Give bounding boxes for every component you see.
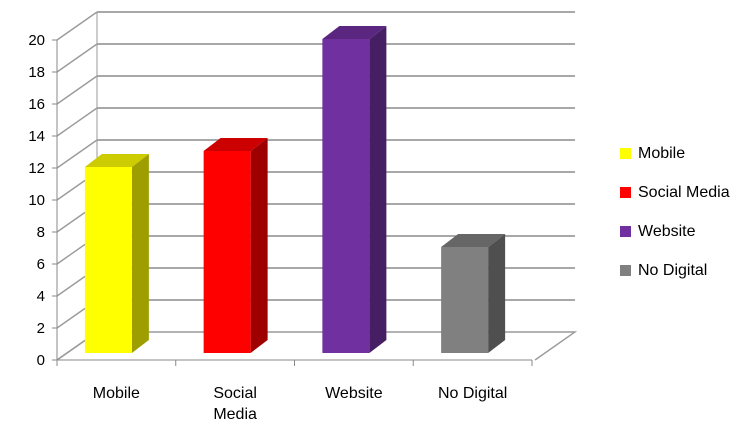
bar-front — [84, 167, 132, 353]
bar-top — [203, 138, 268, 151]
gridline-depth — [56, 75, 98, 105]
y-tick-label: 8 — [37, 224, 45, 241]
bar — [441, 234, 506, 353]
gridline-depth — [56, 139, 98, 169]
y-tick-label: 10 — [28, 192, 45, 209]
legend-item: No Digital — [620, 261, 730, 280]
bar-front — [441, 247, 489, 353]
bar-side — [369, 26, 387, 353]
y-tick-label: 2 — [37, 320, 45, 337]
gridline-depth — [56, 107, 98, 137]
bar — [84, 154, 149, 353]
legend: Mobile Social Media Website No Digital — [620, 144, 730, 300]
legend-item: Social Media — [620, 183, 730, 202]
y-tick-label: 14 — [28, 128, 45, 145]
x-tick-label: Mobile — [93, 385, 140, 402]
legend-swatch — [620, 226, 631, 237]
bar — [322, 26, 387, 353]
legend-label-website: Website — [638, 222, 696, 240]
y-tick-label: 20 — [28, 32, 45, 49]
y-tick-label: 6 — [37, 256, 45, 273]
legend-swatch — [620, 148, 631, 159]
axis-labels: 0 2 4 6 8 10 12 14 16 18 20 Mobile Social Media Websit… — [28, 32, 507, 423]
bar-side — [250, 138, 268, 353]
bar-top — [84, 154, 149, 167]
x-tick-label: No Digital — [438, 385, 507, 402]
bar-top — [322, 26, 387, 39]
legend-swatch — [620, 265, 631, 276]
bars — [84, 26, 506, 353]
gridline-depth — [56, 11, 98, 41]
bar-top — [441, 234, 506, 247]
axes — [52, 39, 533, 366]
y-tick-label: 16 — [28, 96, 45, 113]
bar-front — [203, 151, 251, 353]
legend-label-no-digital: No Digital — [638, 261, 708, 279]
legend-label-mobile: Mobile — [638, 144, 686, 162]
gridline-depth — [56, 43, 98, 73]
legend-label-social-media: Social Media — [638, 183, 730, 201]
bar-side — [488, 234, 506, 353]
bar — [203, 138, 268, 353]
y-tick-label: 0 — [37, 352, 45, 369]
legend-item: Website — [620, 222, 730, 241]
legend-item: Mobile — [620, 144, 730, 163]
x-tick-label: Media — [213, 406, 257, 423]
bar-side — [131, 154, 149, 353]
legend-swatch — [620, 187, 631, 198]
x-tick-label: Website — [325, 385, 383, 402]
y-tick-label: 4 — [37, 288, 45, 305]
y-tick-label: 12 — [28, 160, 45, 177]
bar-front — [322, 39, 370, 353]
y-tick-label: 18 — [28, 64, 45, 81]
x-tick-label: Social — [213, 385, 257, 402]
